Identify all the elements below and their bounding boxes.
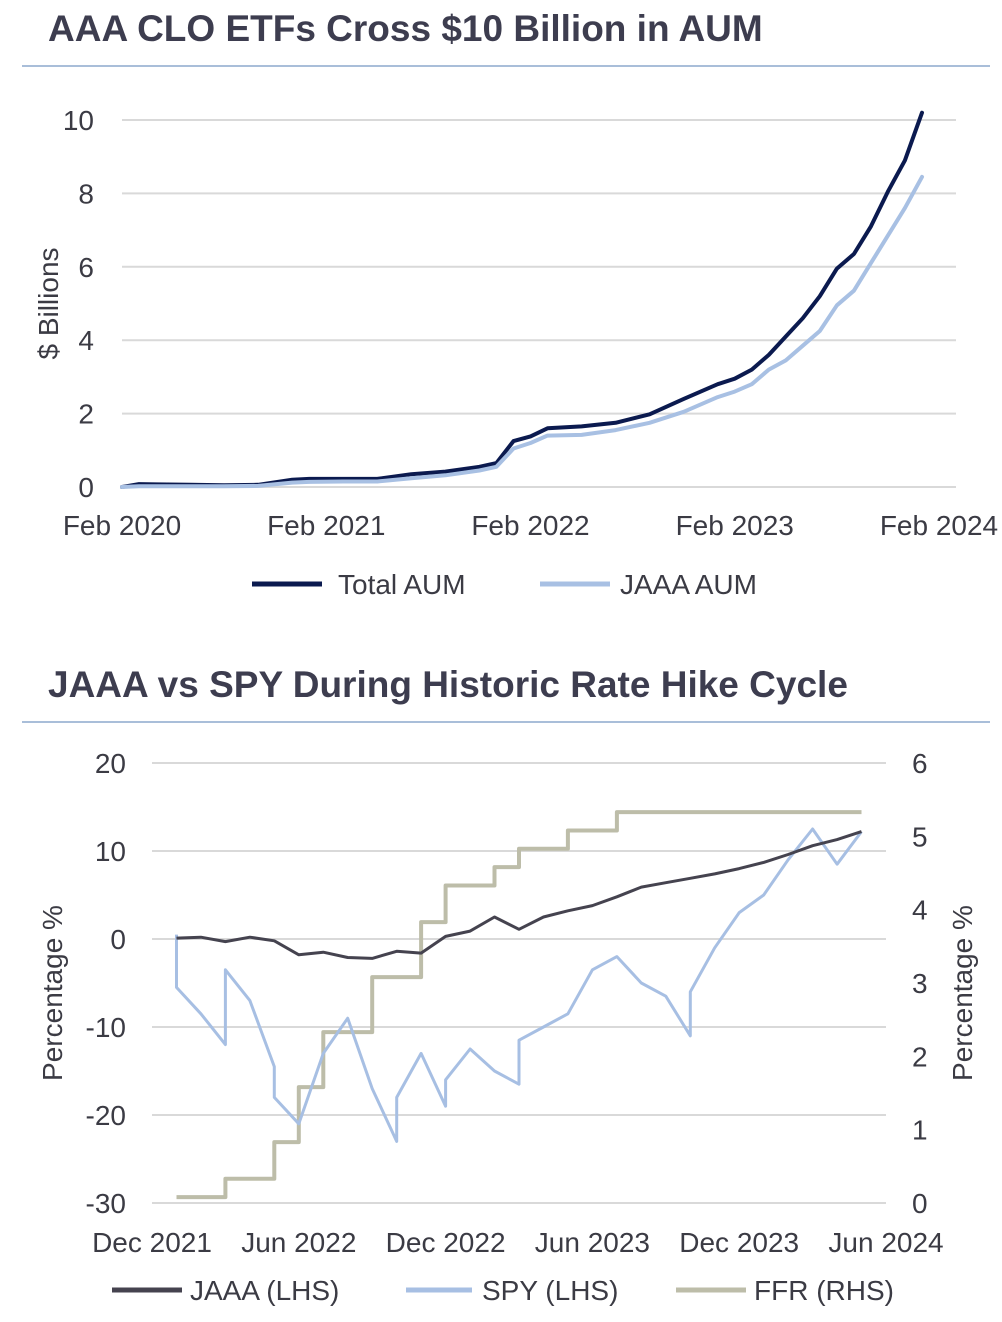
x-tick-label: Feb 2022: [471, 510, 589, 541]
legend-label: SPY (LHS): [482, 1275, 618, 1306]
y2-tick-label: 2: [912, 1041, 928, 1072]
y-tick-label: 4: [78, 325, 94, 356]
series-line: [176, 830, 862, 960]
series-line: [175, 827, 863, 1143]
y2-tick-label: 6: [912, 748, 928, 779]
y-axis-label: $ Billions: [33, 247, 64, 359]
y-tick-label: 2: [78, 399, 94, 430]
y-tick-label: 10: [95, 836, 126, 867]
x-tick-label: Dec 2022: [386, 1227, 506, 1258]
y2-tick-label: 3: [912, 968, 928, 999]
x-tick-label: Dec 2021: [92, 1227, 212, 1258]
legend-label: Total AUM: [338, 569, 466, 600]
legend-label: JAAA (LHS): [190, 1275, 339, 1306]
x-tick-label: Jun 2023: [535, 1227, 650, 1258]
y-tick-label: 10: [63, 105, 94, 136]
legend-label: FFR (RHS): [754, 1275, 894, 1306]
series-line: [176, 810, 862, 1200]
y-tick-label: -20: [86, 1100, 126, 1131]
y-tick-label: 0: [110, 924, 126, 955]
chart2-title-divider: [22, 721, 990, 723]
x-tick-label: Jun 2022: [241, 1227, 356, 1258]
y2-axis-label: Percentage %: [947, 905, 978, 1081]
chart1-title: AAA CLO ETFs Cross $10 Billion in AUM: [48, 8, 763, 49]
y-tick-label: 6: [78, 252, 94, 283]
y2-tick-label: 1: [912, 1115, 928, 1146]
x-tick-label: Feb 2020: [63, 510, 181, 541]
y2-tick-label: 4: [912, 895, 928, 926]
y-tick-label: -10: [86, 1012, 126, 1043]
y2-tick-label: 5: [912, 821, 928, 852]
y2-tick-label: 0: [912, 1188, 928, 1219]
y-tick-label: 8: [78, 178, 94, 209]
y-tick-label: 20: [95, 748, 126, 779]
aum-chart: 0 2 4 6 8 10 $ Billions Feb 2020 Feb 2021 Feb 202…: [33, 105, 998, 600]
chart1-title-divider: [22, 65, 990, 67]
x-tick-label: Feb 2021: [267, 510, 385, 541]
y-axis-label: Percentage %: [37, 905, 68, 1081]
x-tick-label: Dec 2023: [679, 1227, 799, 1258]
y-tick-label: 0: [78, 472, 94, 503]
x-tick-label: Jun 2024: [828, 1227, 943, 1258]
x-tick-label: Feb 2024: [880, 510, 998, 541]
y-tick-label: -30: [86, 1188, 126, 1219]
x-tick-label: Feb 2023: [676, 510, 794, 541]
series-line: [120, 174, 924, 489]
chart2-title: JAAA vs SPY During Historic Rate Hike Cy…: [48, 664, 848, 705]
legend-label: JAAA AUM: [620, 569, 757, 600]
